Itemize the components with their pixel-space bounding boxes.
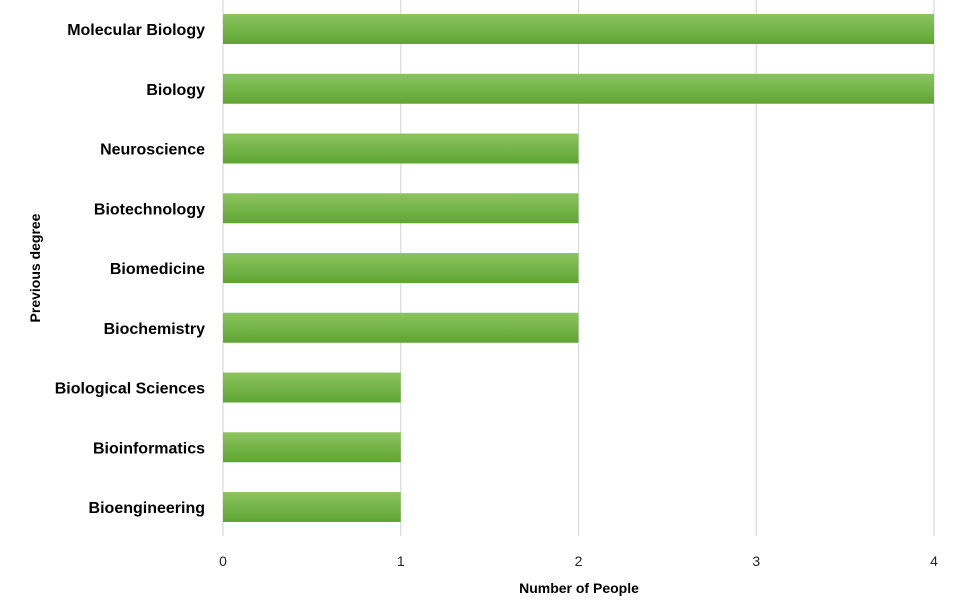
category-label: Bioengineering bbox=[89, 500, 205, 517]
bar bbox=[223, 14, 934, 44]
bar bbox=[223, 253, 579, 283]
category-label: Bioinformatics bbox=[93, 440, 205, 457]
bar bbox=[223, 312, 579, 343]
bar bbox=[223, 193, 579, 224]
bar bbox=[223, 372, 401, 403]
x-axis-title: Number of People bbox=[519, 580, 639, 596]
category-label: Biochemistry bbox=[104, 321, 205, 338]
x-tick-label: 0 bbox=[219, 553, 227, 569]
category-label: Biology bbox=[146, 82, 205, 99]
bar bbox=[223, 492, 401, 522]
bar bbox=[223, 432, 401, 463]
x-tick-label: 4 bbox=[930, 553, 938, 569]
x-tick-labels: 0 1 2 3 4 bbox=[219, 553, 938, 569]
category-label: Molecular Biology bbox=[67, 22, 205, 39]
x-tick-label: 3 bbox=[752, 553, 760, 569]
category-label: Biotechnology bbox=[94, 201, 205, 218]
category-label: Biomedicine bbox=[110, 261, 205, 278]
category-label: Neuroscience bbox=[100, 142, 205, 159]
x-tick-label: 2 bbox=[575, 553, 583, 569]
bar bbox=[223, 133, 579, 164]
category-label: Biological Sciences bbox=[55, 381, 205, 398]
category-labels: Molecular Biology Biology Neuroscience Biot… bbox=[55, 22, 205, 517]
bar bbox=[223, 73, 934, 104]
y-axis-title: Previous degree bbox=[27, 213, 43, 322]
bars bbox=[223, 14, 934, 522]
x-tick-label: 1 bbox=[397, 553, 405, 569]
